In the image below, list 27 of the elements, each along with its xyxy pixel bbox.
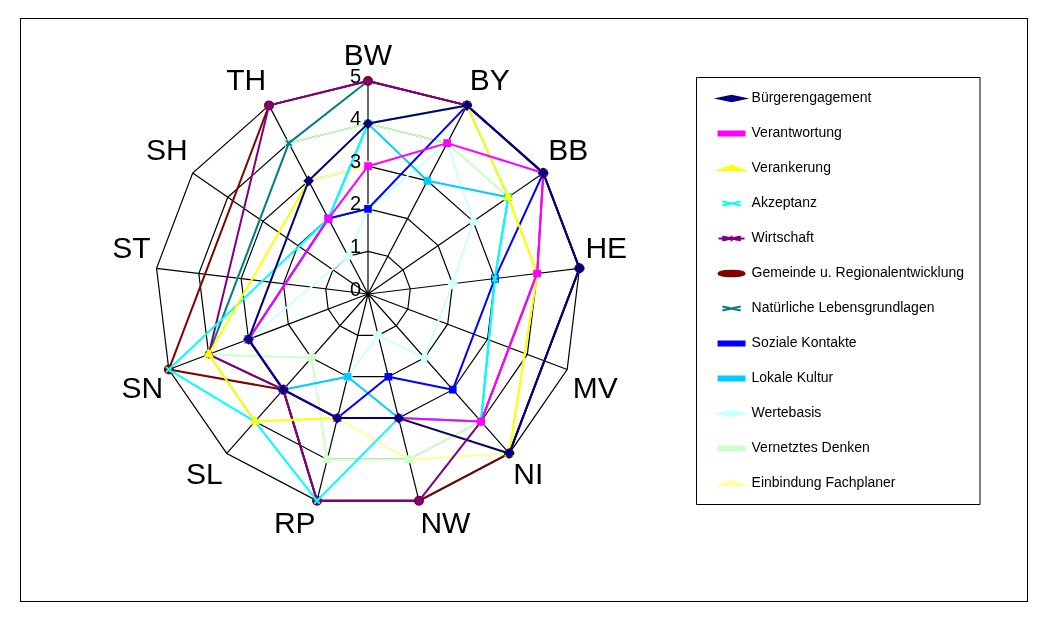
spoke-label: BB <box>548 132 589 166</box>
legend-label: Soziale Kontakte <box>751 334 857 351</box>
y-tick-label: 1 <box>349 234 361 257</box>
legend-label: Bürgerengagement <box>751 89 872 106</box>
legend-label: Wirtschaft <box>751 229 814 246</box>
legend-label: Vernetztes Denken <box>751 439 870 456</box>
legend-label: Natürliche Lebensgrundlagen <box>751 299 935 316</box>
spoke-label: SN <box>121 370 164 404</box>
spoke-label: NW <box>420 505 472 539</box>
legend-label: Akzeptanz <box>751 194 817 211</box>
legend-label: Einbindung Fachplaner <box>751 474 896 491</box>
spoke-label: TH <box>226 63 267 97</box>
spoke-label: SH <box>146 132 188 166</box>
legend-label: Wertebasis <box>751 404 822 421</box>
spoke-label: NI <box>513 457 544 491</box>
y-tick-label: 2 <box>349 192 361 215</box>
legend-label: Lokale Kultur <box>751 369 834 386</box>
spoke-label: RP <box>273 505 316 539</box>
spoke-label: HE <box>585 230 628 264</box>
spoke-label: ST <box>112 230 151 264</box>
spoke-label: BY <box>469 63 510 97</box>
legend-label: Gemeinde u. Regionalentwicklung <box>751 264 965 281</box>
spoke-label: MV <box>572 370 618 404</box>
y-tick-label: 4 <box>349 107 361 130</box>
spoke-label: SL <box>186 457 223 491</box>
legend-label: Verankerung <box>751 159 831 176</box>
legend-label: Verantwortung <box>751 124 842 141</box>
